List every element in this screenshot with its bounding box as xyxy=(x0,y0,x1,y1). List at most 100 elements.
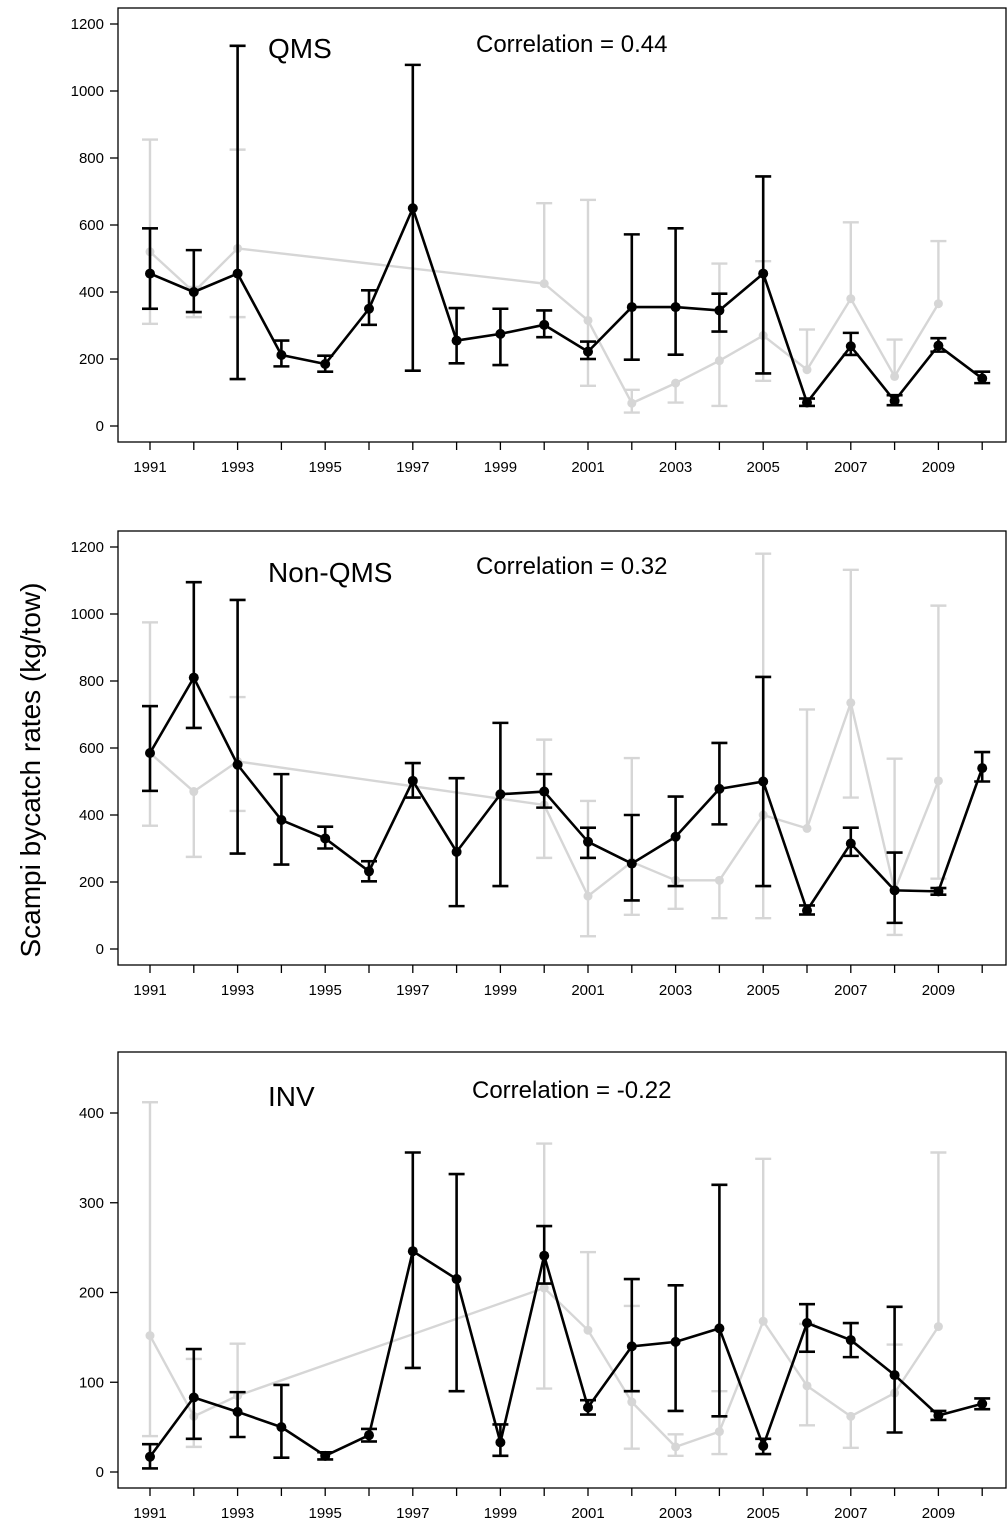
panel-1-primary-point xyxy=(626,302,637,313)
panel-1-primary-point xyxy=(714,305,725,316)
panel-1-primary-point xyxy=(145,268,155,279)
panel-2-y-tick-label: 200 xyxy=(79,874,104,891)
panel-1-title: QMS xyxy=(268,33,332,64)
panel-1-primary-point xyxy=(845,341,856,352)
panel-2-primary-point xyxy=(188,672,199,683)
panel-3-primary-line xyxy=(148,1249,983,1458)
panel-1-secondary-point xyxy=(583,315,593,325)
panel-1-primary-point xyxy=(276,349,287,360)
panel-3-primary-point xyxy=(626,1341,637,1352)
panel-3-primary-point xyxy=(495,1437,506,1448)
panel-1-primary-point xyxy=(188,287,199,297)
panel-1-primary-point xyxy=(232,268,243,279)
panel-2-primary-line xyxy=(148,676,984,912)
panel-2-primary-point xyxy=(670,831,681,842)
panel-3-secondary-point xyxy=(627,1397,637,1407)
panel-3-primary-point xyxy=(539,1250,550,1261)
panel-1-primary-point xyxy=(670,302,681,313)
panel-2-secondary-point xyxy=(583,891,593,901)
panel-1-correlation: Correlation = 0.44 xyxy=(476,31,667,58)
panel-2-y-tick-label: 400 xyxy=(79,807,104,824)
panel-2-frame xyxy=(117,530,1007,966)
panel-2-primary-point xyxy=(802,905,812,916)
panel-1-x-tick-label: 2001 xyxy=(571,459,604,476)
panel-1-primary-point xyxy=(495,328,506,339)
panel-2-primary-point xyxy=(145,748,155,759)
panel-2-x-tick-label: 2005 xyxy=(747,982,780,999)
panel-3-primary-point xyxy=(758,1440,769,1451)
panel-1-x-tick-label: 2007 xyxy=(834,459,867,476)
panel-2-primary-point xyxy=(364,866,374,877)
panel-3-primary-point xyxy=(145,1451,155,1462)
panel-3-primary-point xyxy=(977,1398,988,1409)
panel-2-primary-point xyxy=(320,833,331,844)
panel-3-primary-point xyxy=(232,1406,243,1417)
panel-1-x-tick-label: 2005 xyxy=(747,459,780,476)
panel-2-y-tick-label: 800 xyxy=(79,673,104,690)
panel-3-primary-point xyxy=(451,1274,462,1285)
panel-3-x-tick-label: 2003 xyxy=(659,1505,692,1522)
panel-3-primary-point xyxy=(364,1430,374,1441)
panel-3-secondary-point xyxy=(758,1316,768,1326)
panel-1-x-tick-label: 1993 xyxy=(221,459,254,476)
panel-2-x-tick-label: 1999 xyxy=(484,982,517,999)
panel-2-primary-point xyxy=(933,886,944,897)
panel-3-y-tick-label: 0 xyxy=(96,1464,104,1481)
panel-3-primary-point xyxy=(889,1370,900,1381)
panel-2-x-tick-label: 2003 xyxy=(659,982,692,999)
panel-3-x-tick-label: 1991 xyxy=(133,1505,166,1522)
panel-3-secondary-point xyxy=(846,1411,856,1421)
panel-3-correlation: Correlation = -0.22 xyxy=(472,1077,671,1104)
panel-3-secondary-point xyxy=(933,1322,943,1332)
panel-1-primary-line xyxy=(149,206,983,404)
panel-2-primary-point xyxy=(407,775,418,786)
panel-2-secondary-point xyxy=(846,698,856,708)
panel-3-x-tick-label: 1993 xyxy=(221,1505,254,1522)
panel-3-x-tick-label: 1997 xyxy=(396,1505,429,1522)
panel-1-x-tick-label: 1995 xyxy=(309,459,342,476)
panel-3-x-tick-label: 2005 xyxy=(747,1505,780,1522)
panel-3-x-tick-label: 1995 xyxy=(309,1505,342,1522)
panel-1-y-tick-label: 1200 xyxy=(71,16,104,33)
panel-3-primary-point xyxy=(845,1335,856,1346)
panel-1-primary-point xyxy=(889,395,900,406)
panel-2-secondary-point xyxy=(802,823,812,833)
panel-2-x-tick-label: 1991 xyxy=(133,982,166,999)
panel-2-x-tick-label: 1993 xyxy=(221,982,254,999)
panel-1-secondary-point xyxy=(627,398,637,408)
panel-1-y-tick-label: 800 xyxy=(79,150,104,167)
panel-1-x-tick-label: 1997 xyxy=(396,459,429,476)
panel-3-x-tick-label: 2007 xyxy=(834,1505,867,1522)
panel-3-primary-point xyxy=(276,1422,287,1433)
panel-1-frame xyxy=(117,7,1007,443)
panel-2-x-tick-label: 1997 xyxy=(396,982,429,999)
panel-1-primary-point xyxy=(977,373,988,384)
panel-1-x-tick-label: 2003 xyxy=(659,459,692,476)
panel-3-primary-point xyxy=(320,1450,331,1461)
panel-2-primary-point xyxy=(845,838,856,849)
panel-1-y-tick-label: 0 xyxy=(96,418,104,435)
panel-2-secondary-point xyxy=(714,875,724,885)
panel-2-y-tick-label: 0 xyxy=(96,941,104,958)
panel-2-primary-point xyxy=(758,776,769,787)
panel-2-y-tick-label: 1000 xyxy=(71,606,104,623)
panel-2-primary-point xyxy=(539,786,550,797)
panel-1-secondary-point xyxy=(671,378,681,388)
panel-1-primary-point xyxy=(758,268,769,279)
panel-2-correlation: Correlation = 0.32 xyxy=(476,553,667,580)
panel-2-x-tick-label: 2007 xyxy=(834,982,867,999)
panel-1-y-tick-label: 400 xyxy=(79,284,104,301)
panel-1-x-tick-label: 2009 xyxy=(922,459,955,476)
panel-2-primary-point xyxy=(276,815,287,826)
panel-3-secondary-point xyxy=(714,1427,724,1437)
panel-1-primary-point xyxy=(802,397,812,408)
panel-2-x-tick-label: 2009 xyxy=(922,982,955,999)
panel-3-secondary-point xyxy=(539,1283,549,1293)
panel-1-primary-point xyxy=(583,346,593,357)
panel-1-secondary-point xyxy=(714,356,724,366)
panel-2-primary-point xyxy=(232,759,243,770)
panel-1-secondary-point xyxy=(539,279,549,289)
panel-3-primary-point xyxy=(933,1410,944,1421)
y-axis-label: Scampi bycatch rates (kg/tow) xyxy=(15,582,46,957)
panel-3-primary-point xyxy=(583,1402,593,1413)
